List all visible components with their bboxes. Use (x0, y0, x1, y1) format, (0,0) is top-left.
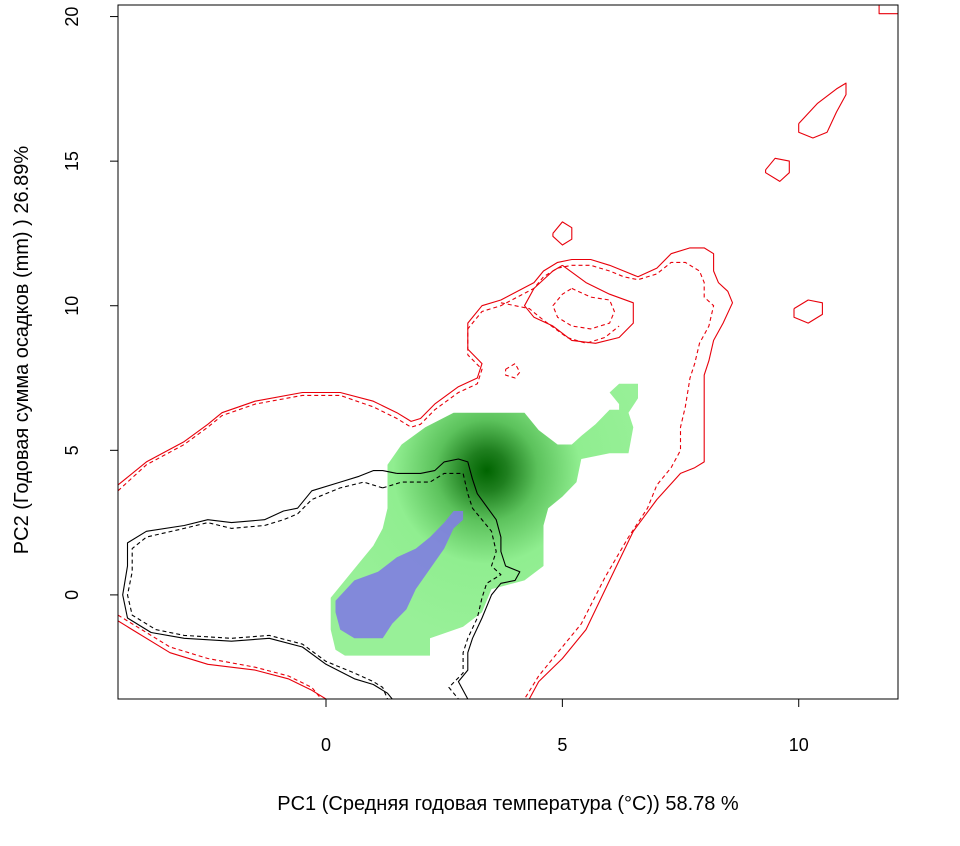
red-solid-contour-7 (793, 299, 823, 324)
x-tick-label: 5 (557, 735, 567, 755)
x-tick-label: 0 (321, 735, 331, 755)
red-dashed-contour-4 (500, 302, 620, 344)
y-axis: 0 5 10 15 20 (62, 7, 118, 600)
red-dashed-contour-1 (118, 261, 715, 699)
y-tick-label: 20 (62, 7, 82, 27)
x-axis-title: PC1 (Средняя годовая температура (°C)) 5… (277, 793, 739, 815)
black-solid-contour-2 (122, 470, 398, 699)
red-solid-contour-4 (552, 221, 573, 246)
plot-layers (118, 5, 898, 699)
red-dashed-contour-2 (118, 614, 322, 699)
red-solid-contour-6 (798, 82, 847, 139)
x-axis: 0 5 10 (321, 699, 809, 755)
y-tick-label: 10 (62, 296, 82, 316)
red-dashed-contour-3 (552, 287, 615, 330)
red-solid-contour-1 (118, 247, 734, 699)
red-solid-contour-5 (765, 157, 790, 182)
black-dashed-contour-1 (382, 472, 502, 699)
black-dashed-contour-2 (126, 481, 389, 699)
plot-frame (117, 4, 899, 700)
red-dashed-contour-5 (505, 363, 521, 379)
y-tick-label: 15 (62, 151, 82, 171)
x-tick-label: 10 (789, 735, 809, 755)
red-solid-contour-3 (523, 264, 634, 344)
y-axis-title: PC2 (Годовая сумма осадков (mm) ) 26.89% (11, 146, 33, 555)
y-tick-label: 0 (62, 590, 82, 600)
red-solid-contour-8 (878, 5, 898, 15)
blue-density-region (335, 511, 464, 639)
black-solid-contour-1 (396, 458, 521, 699)
y-tick-label: 5 (62, 445, 82, 455)
red-solid-contour-2 (118, 620, 327, 699)
